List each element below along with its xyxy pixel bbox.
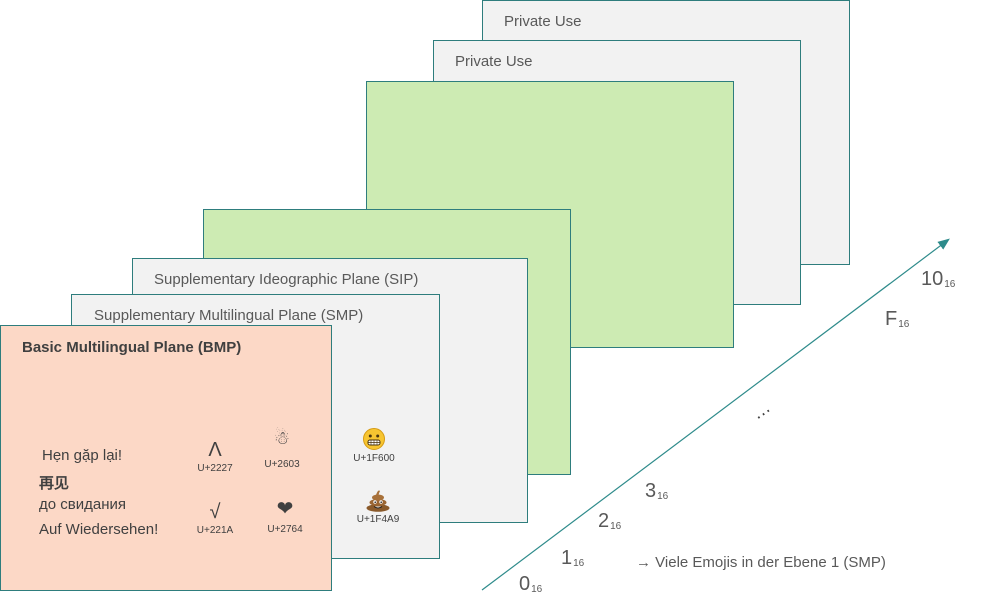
axis-label-2: 216 — [598, 510, 622, 532]
axis-label-f: F16 — [885, 308, 910, 330]
emoji-note: → Viele Emojis in der Ebene 1 (SMP) — [636, 554, 886, 571]
greeting-german: Auf Wiedersehen! — [39, 521, 159, 538]
heart-icon: ❤ — [276, 498, 294, 520]
bmp-code-label: U+2764 — [267, 524, 303, 535]
grinning-face-icon — [363, 428, 385, 450]
plane-bmp: Basic Multilingual Plane (BMP) Hẹn gặp l… — [0, 325, 332, 591]
axis-label-0: 016 — [519, 573, 543, 595]
snowman-icon: ☃ — [273, 428, 291, 448]
plane-title: Basic Multilingual Plane (BMP) — [22, 339, 242, 356]
greeting-russian: до свидания — [39, 496, 126, 513]
square-root-icon: √ — [209, 501, 221, 523]
bmp-symbol-snowman: ☃ U+2603 — [252, 427, 312, 470]
bmp-symbol-square-root: √ U+221A — [185, 501, 245, 536]
axis-label-10: 1016 — [921, 268, 956, 290]
logical-and-icon: Λ — [208, 439, 222, 461]
plane-title: Supplementary Multilingual Plane (SMP) — [94, 307, 364, 324]
smp-code-label: U+1F4A9 — [356, 514, 400, 525]
smp-code-label: U+1F600 — [353, 453, 395, 464]
greeting-vietnamese: Hẹn gặp lại! — [42, 447, 123, 464]
plane-title: Private Use — [455, 53, 533, 70]
bmp-code-label: U+2603 — [264, 459, 300, 470]
bmp-symbol-logical-and: Λ U+2227 — [185, 439, 245, 474]
greeting-chinese: 再见 — [39, 475, 70, 492]
smp-symbol-poo: U+1F4A9 — [348, 488, 408, 525]
plane-title: Supplementary Ideographic Plane (SIP) — [154, 271, 419, 288]
bmp-code-label: U+221A — [196, 525, 234, 536]
bmp-code-label: U+2227 — [197, 463, 233, 474]
plane-title: Private Use — [504, 13, 582, 30]
bmp-symbol-heart: ❤ U+2764 — [255, 498, 315, 535]
axis-label-1: 116 — [561, 547, 585, 569]
smp-symbol-grinning: U+1F600 — [344, 427, 404, 464]
axis-label-3: 316 — [645, 480, 669, 502]
pile-of-poo-icon — [366, 490, 390, 512]
